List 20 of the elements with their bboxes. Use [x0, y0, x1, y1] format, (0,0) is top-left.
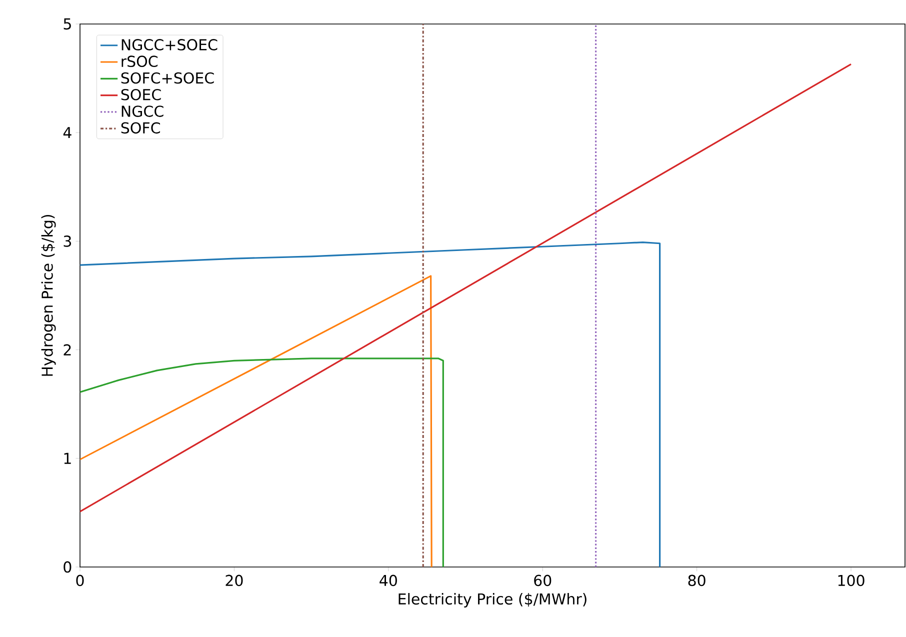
legend-label: SOFC: [121, 122, 160, 134]
y-axis-title: Hydrogen Price ($/kg): [41, 214, 56, 376]
y-tick-label: 4: [63, 127, 72, 138]
x-axis-title: Electricity Price ($/MWhr): [398, 593, 586, 608]
y-tick-label: 5: [64, 18, 71, 30]
x-tick-label: 80: [688, 574, 706, 586]
x-tick-label: 40: [380, 574, 397, 586]
legend-label: NGCC+SOEC: [122, 39, 218, 50]
legend-label: rSOC: [122, 56, 158, 68]
y-tick-label: 3: [64, 236, 72, 247]
x-tick-label: 60: [534, 574, 552, 586]
y-tick-label: 0: [64, 561, 72, 573]
x-tick-label: 0: [76, 574, 84, 586]
legend-label: SOFC+SOEC: [121, 72, 214, 84]
x-tick-label: 20: [226, 574, 243, 586]
y-tick-label: 1: [64, 452, 71, 464]
legend-label: SOEC: [121, 88, 161, 100]
y-tick-label: 2: [64, 344, 71, 356]
legend-label: NGCC: [122, 106, 164, 117]
x-tick-label: 100: [838, 574, 864, 586]
